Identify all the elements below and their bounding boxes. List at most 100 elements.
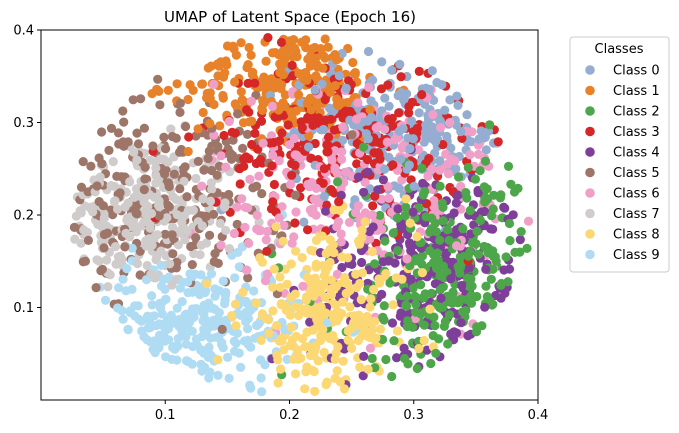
data-point-class-1 (301, 35, 311, 45)
data-point-class-3 (394, 108, 404, 118)
data-point-class-5 (140, 174, 150, 184)
data-point-class-8 (412, 232, 422, 242)
data-point-class-1 (258, 95, 268, 106)
data-point-class-8 (273, 355, 283, 365)
data-point-class-8 (330, 354, 340, 364)
data-point-class-9 (218, 343, 228, 353)
data-point-class-2 (438, 302, 448, 312)
data-point-class-3 (407, 97, 418, 107)
data-point-class-6 (245, 174, 255, 184)
data-point-class-9 (211, 332, 221, 342)
data-point-class-6 (209, 130, 219, 140)
data-point-class-1 (348, 57, 358, 68)
data-point-class-9 (147, 291, 157, 301)
data-point-class-5 (210, 249, 220, 259)
data-point-class-5 (347, 130, 357, 140)
data-point-class-5 (168, 249, 178, 259)
data-point-class-5 (232, 219, 242, 229)
data-point-class-5 (153, 74, 163, 84)
data-point-class-7 (145, 155, 155, 165)
data-point-class-8 (268, 306, 278, 316)
data-point-class-1 (193, 124, 203, 134)
data-point-class-8 (316, 307, 326, 317)
data-point-class-0 (304, 142, 314, 152)
data-point-class-6 (467, 127, 477, 137)
data-point-class-7 (191, 173, 201, 184)
data-point-class-8 (316, 284, 326, 294)
data-point-class-8 (255, 253, 265, 263)
data-point-class-0 (325, 103, 335, 113)
data-point-class-2 (415, 308, 426, 319)
data-point-class-8 (388, 300, 398, 310)
data-point-class-9 (198, 316, 208, 326)
data-point-class-2 (487, 211, 497, 221)
data-point-class-3 (276, 37, 287, 48)
data-point-class-9 (233, 247, 243, 257)
data-point-class-3 (414, 66, 424, 76)
data-point-class-0 (317, 79, 327, 89)
data-point-class-3 (277, 128, 287, 138)
data-point-class-0 (334, 71, 344, 81)
data-point-class-6 (237, 194, 247, 204)
data-point-class-1 (205, 118, 215, 129)
data-point-class-9 (172, 303, 182, 313)
data-point-class-0 (403, 133, 413, 143)
data-point-class-6 (221, 162, 231, 172)
data-point-class-8 (326, 275, 336, 285)
data-point-class-5 (199, 165, 209, 175)
data-point-class-0 (299, 217, 309, 227)
data-point-class-9 (136, 316, 147, 326)
data-point-class-3 (219, 130, 229, 141)
data-point-class-0 (435, 156, 445, 166)
data-point-class-4 (457, 280, 467, 291)
data-point-class-6 (274, 156, 284, 166)
data-point-class-5 (209, 209, 219, 219)
data-point-class-3 (230, 128, 240, 138)
data-point-class-8 (339, 384, 349, 394)
data-point-class-2 (495, 193, 505, 203)
data-point-class-8 (300, 384, 310, 394)
data-point-class-5 (178, 164, 188, 174)
data-point-class-2 (408, 322, 418, 332)
data-point-class-5 (163, 178, 173, 188)
data-point-class-8 (309, 366, 319, 377)
data-point-class-8 (268, 282, 278, 292)
data-point-class-8 (347, 343, 357, 353)
data-point-class-8 (363, 332, 373, 342)
data-point-class-2 (381, 354, 391, 365)
data-point-class-7 (151, 171, 161, 181)
data-point-class-3 (283, 120, 293, 130)
data-point-class-2 (430, 321, 440, 331)
data-point-class-5 (204, 146, 214, 156)
data-point-class-1 (215, 121, 225, 131)
data-point-class-2 (472, 291, 482, 302)
data-point-class-2 (439, 321, 449, 331)
data-point-class-0 (456, 127, 466, 137)
legend-label-class-9: Class 9 (613, 248, 660, 263)
data-point-class-3 (262, 246, 272, 256)
data-point-class-6 (229, 228, 239, 239)
data-point-class-6 (209, 79, 219, 89)
data-point-class-7 (106, 181, 116, 191)
data-point-class-8 (309, 291, 319, 301)
data-point-class-8 (417, 268, 427, 278)
x-tick-label: 0.3 (403, 408, 424, 423)
data-point-class-8 (425, 304, 435, 314)
data-point-class-8 (341, 288, 351, 298)
data-point-class-5 (243, 273, 253, 283)
data-point-class-7 (206, 178, 216, 188)
data-point-class-7 (182, 226, 192, 237)
data-point-class-1 (230, 77, 240, 87)
data-point-class-6 (266, 131, 277, 141)
legend-marker-class-3 (585, 126, 595, 137)
data-point-class-1 (285, 36, 295, 46)
data-point-class-9 (257, 387, 267, 397)
data-point-class-8 (263, 314, 273, 324)
data-point-class-1 (330, 81, 340, 91)
data-point-class-2 (444, 310, 455, 320)
data-point-class-5 (213, 141, 223, 152)
data-point-class-4 (399, 343, 409, 353)
data-point-class-9 (231, 338, 241, 348)
data-point-class-1 (294, 69, 304, 79)
data-point-class-5 (175, 147, 185, 157)
